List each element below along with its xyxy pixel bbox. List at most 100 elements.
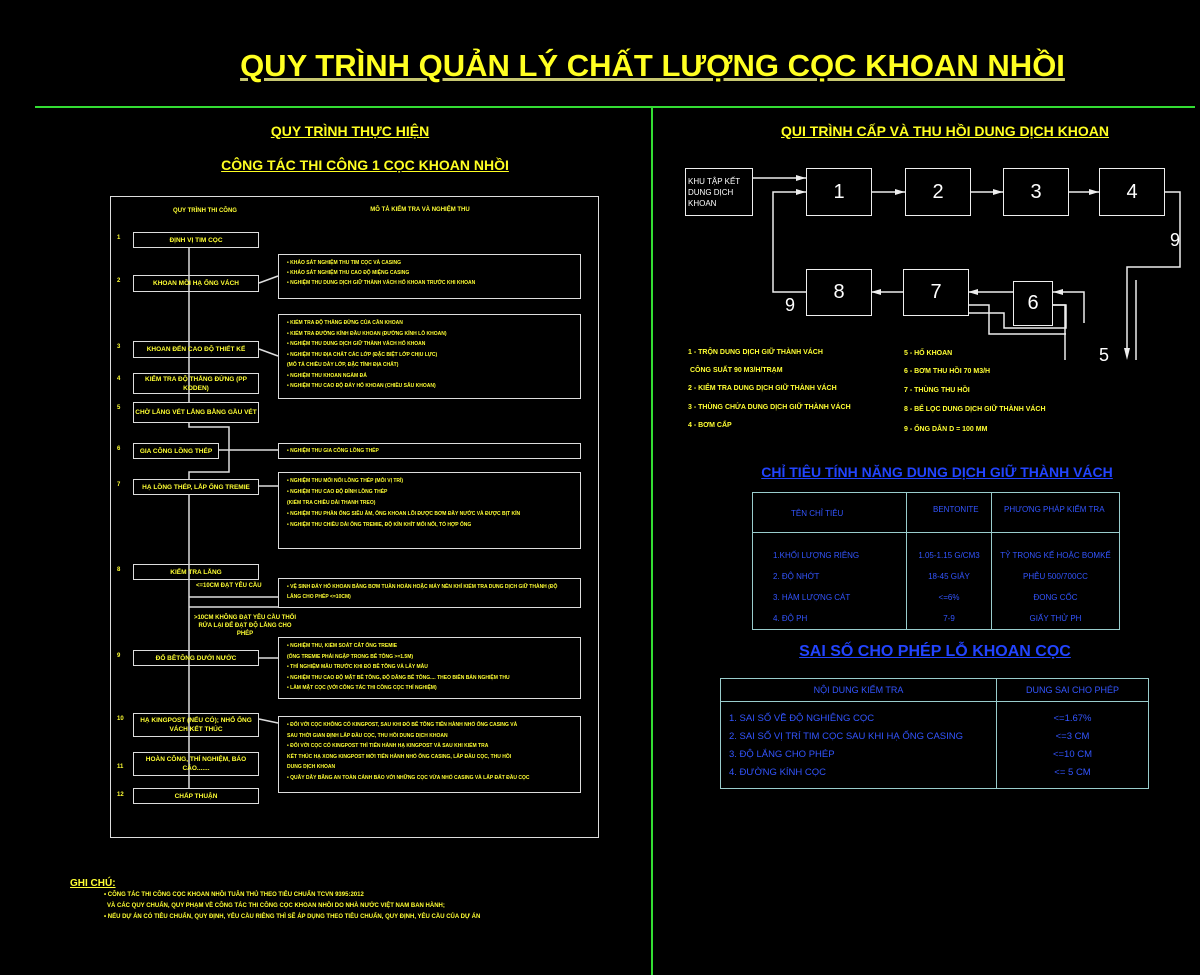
step-8: KIỂM TRA LẮNG [133,564,259,580]
node-7: 7 [903,269,969,316]
node-1: 1 [806,168,872,216]
table1-cell: 1.05-1.15 G/CM3 [918,551,980,560]
step-marker-4: 4 [117,376,121,382]
table2-cell: <=1.67% [1053,713,1092,724]
step-7: HẠ LỒNG THÉP, LẮP ỐNG TREMIE [133,479,259,495]
desc-step-3: • KIỂM TRA ĐỘ THẲNG ĐỨNG CỦA CẦN KHOAN •… [278,314,581,399]
step-marker-11: 11 [117,764,124,770]
step-11: HOÀN CÔNG, THÍ NGHIỆM, BÁO CÁO....... [133,752,259,776]
left-subheading: CÔNG TÁC THI CÔNG 1 CỌC KHOAN NHỒI [221,157,509,173]
branch-ok-label: <=10CM ĐẠT YÊU CẦU [196,583,262,589]
table1-cell: 18-45 GIÂY [928,572,970,581]
process-frame [110,196,599,838]
notes-line-3: • NẾU DỰ ÁN CÓ TIÊU CHUẨN, QUY ĐỊNH, YÊU… [104,914,481,920]
table1-header: PHƯƠNG PHÁP KIỂM TRA [991,492,1120,533]
source-box-label: KHU TẬP KẾT DUNG DỊCH KHOAN [688,176,741,208]
table1-col2: 1.05-1.15 G/CM3 18-45 GIÂY <=6% 7-9 [906,532,992,630]
table1-cell: 1.KHỐI LƯỢNG RIÊNG [773,551,860,560]
table1-title: CHỈ TIÊU TÍNH NĂNG DUNG DỊCH GIỮ THÀNH V… [761,464,1113,480]
table2-title: SAI SỐ CHO PHÉP LỖ KHOAN CỌC [799,643,1071,660]
step-marker-9: 9 [117,653,121,659]
desc-step-8: • VỆ SINH ĐÁY HỐ KHOAN BẰNG BƠM TUẦN HOÀ… [278,578,581,608]
step-3: KHOAN ĐẾN CAO ĐỘ THIẾT KẾ [133,341,259,358]
legend-7: 7 - THÙNG THU HỒI [904,387,970,394]
step-marker-7: 7 [117,482,121,488]
table1-col1: 1.KHỐI LƯỢNG RIÊNG 2. ĐỘ NHỚT 3. HÀM LƯỢ… [752,532,907,630]
node-6: 6 [1013,281,1053,326]
step-2: KHOAN MỒI HẠ ỐNG VÁCH [133,275,259,292]
branch-fail-label: >10CM KHÔNG ĐẠT YÊU CẦU THỔI RỬA LẠI ĐỂ … [193,615,297,637]
node-4: 4 [1099,168,1165,216]
legend-1b: CÔNG SUẤT 90 M3/H/TRẠM [690,367,783,374]
table1-cell: GIẤY THỬ PH [1029,614,1082,623]
step-1: ĐỊNH VỊ TIM CỌC [133,232,259,248]
desc-step-9: • NGHIỆM THU, KIỂM SOÁT CẮT ỐNG TREMIE (… [278,637,581,699]
table1-cell: <=6% [938,593,960,602]
step-marker-10: 10 [117,716,124,722]
table1-col3: TỶ TRỌNG KẾ HOẶC BOMKẾ PHỄU 500/700CC ĐO… [991,532,1120,630]
desc-step-10: • ĐỐI VỚI CỌC KHÔNG CÓ KINGPOST, SAU KHI… [278,716,581,793]
page-title: QUY TRÌNH QUẢN LÝ CHẤT LƯỢNG CỌC KHOAN N… [240,48,1065,83]
legend-5: 5 - HỐ KHOAN [904,350,953,357]
legend-1: 1 - TRỘN DUNG DỊCH GIỮ THÀNH VÁCH [688,349,823,356]
table1-cell: 7-9 [943,614,955,623]
table-hole-tolerances: NỘI DUNG KIỂM TRA DUNG SAI CHO PHÉP 1. S… [720,678,1149,789]
pipe-label-9-top: 9 [1170,230,1181,250]
table1-header: BENTONITE [906,492,992,533]
notes-line-2: VÀ CÁC QUY CHUẨN, QUY PHẠM VỀ CÔNG TÁC T… [107,903,445,909]
desc-step-6: • NGHIỆM THU GIA CÔNG LỒNG THÉP [278,443,581,459]
step-12: CHẤP THUẬN [133,788,259,804]
source-box: KHU TẬP KẾT DUNG DỊCH KHOAN [685,168,753,216]
table2-header: NỘI DUNG KIỂM TRA [720,678,997,702]
step-5: CHỜ LẮNG VÉT LẮNG BẰNG GẦU VÉT [133,402,259,423]
table1-cell: 2. ĐỘ NHỚT [773,572,820,581]
step-marker-6: 6 [117,446,121,452]
table1-header: TÊN CHỈ TIÊU [752,492,907,533]
table2-cell: <= 5 CM [1054,767,1091,778]
legend-9: 9 - ỐNG DẪN D = 100 MM [904,426,988,433]
node-3: 3 [1003,168,1069,216]
step-marker-12: 12 [117,792,124,798]
desc-step-2: • KHẢO SÁT NGHIỆM THU TIM CỌC VÀ CASING … [278,254,581,299]
table1-cell: TỶ TRỌNG KẾ HOẶC BOMKẾ [1000,551,1111,560]
legend-3: 3 - THÙNG CHỨA DUNG DỊCH GIỮ THÀNH VÁCH [688,404,851,411]
node-8: 8 [806,269,872,316]
legend-2: 2 - KIỂM TRA DUNG DỊCH GIỮ THÀNH VÁCH [688,385,837,392]
table2-cell: 3. ĐỘ LẮNG CHO PHÉP [729,749,835,760]
table2-cell: 2. SAI SỐ VỊ TRÍ TIM CỌC SAU KHI HẠ ỐNG … [729,731,964,742]
col-desc-header: MÔ TẢ KIỂM TRA VÀ NGHIỆM THU [370,207,470,213]
step-6: GIA CÔNG LỒNG THÉP [133,443,219,459]
table1-cell: ĐONG CỐC [1033,593,1078,602]
table2-col1: 1. SAI SỐ VỀ ĐỘ NGHIÊNG CỌC 2. SAI SỐ VỊ… [720,701,997,789]
legend-4: 4 - BƠM CẤP [688,422,732,429]
table2-cell: 4. ĐƯỜNG KÍNH CỌC [729,767,827,778]
notes-heading: GHI CHÚ: [70,878,116,889]
table1-cell: 4. ĐỘ PH [773,614,808,623]
circulation-connectors [752,175,1181,360]
table2-cell: <=10 CM [1052,749,1093,760]
step-marker-1: 1 [117,235,121,241]
col-steps-header: QUY TRÌNH THI CÔNG [173,208,237,214]
table2-cell: 1. SAI SỐ VỀ ĐỘ NGHIÊNG CỌC [729,713,875,724]
legend-6: 6 - BƠM THU HỒI 70 M3/H [904,368,991,375]
notes-line-1: • CÔNG TÁC THI CÔNG CỌC KHOAN NHỒI TUÂN … [104,892,364,898]
table1-cell: PHỄU 500/700CC [1023,572,1088,581]
step-10: HẠ KINGPOST (NẾU CÓ); NHỔ ỐNG VÁCH KẾT T… [133,713,259,737]
step-4: KIỂM TRA ĐỘ THẲNG ĐỨNG (PP KODEN) [133,373,259,394]
right-heading: QUI TRÌNH CẤP VÀ THU HỒI DUNG DỊCH KHOAN [781,123,1109,139]
step-marker-2: 2 [117,278,121,284]
pipe-label-9-left: 9 [785,295,796,315]
frame-horizontal-line [35,106,1195,108]
table1-cell: 3. HÀM LƯỢNG CÁT [773,593,851,602]
left-heading: QUY TRÌNH THỰC HIỆN [270,123,430,139]
node-2: 2 [905,168,971,216]
step-marker-3: 3 [117,344,121,350]
table2-header: DUNG SAI CHO PHÉP [996,678,1149,702]
table2-col2: <=1.67% <=3 CM <=10 CM <= 5 CM [996,701,1149,789]
legend-8: 8 - BỂ LỌC DUNG DỊCH GIỮ THÀNH VÁCH [904,406,1046,413]
frame-vertical-line [651,107,653,975]
step-marker-8: 8 [117,567,121,573]
table2-cell: <=3 CM [1055,731,1090,742]
hole-label-5: 5 [1099,345,1110,365]
table-mud-properties: TÊN CHỈ TIÊU BENTONITE PHƯƠNG PHÁP KIỂM … [752,492,1120,630]
